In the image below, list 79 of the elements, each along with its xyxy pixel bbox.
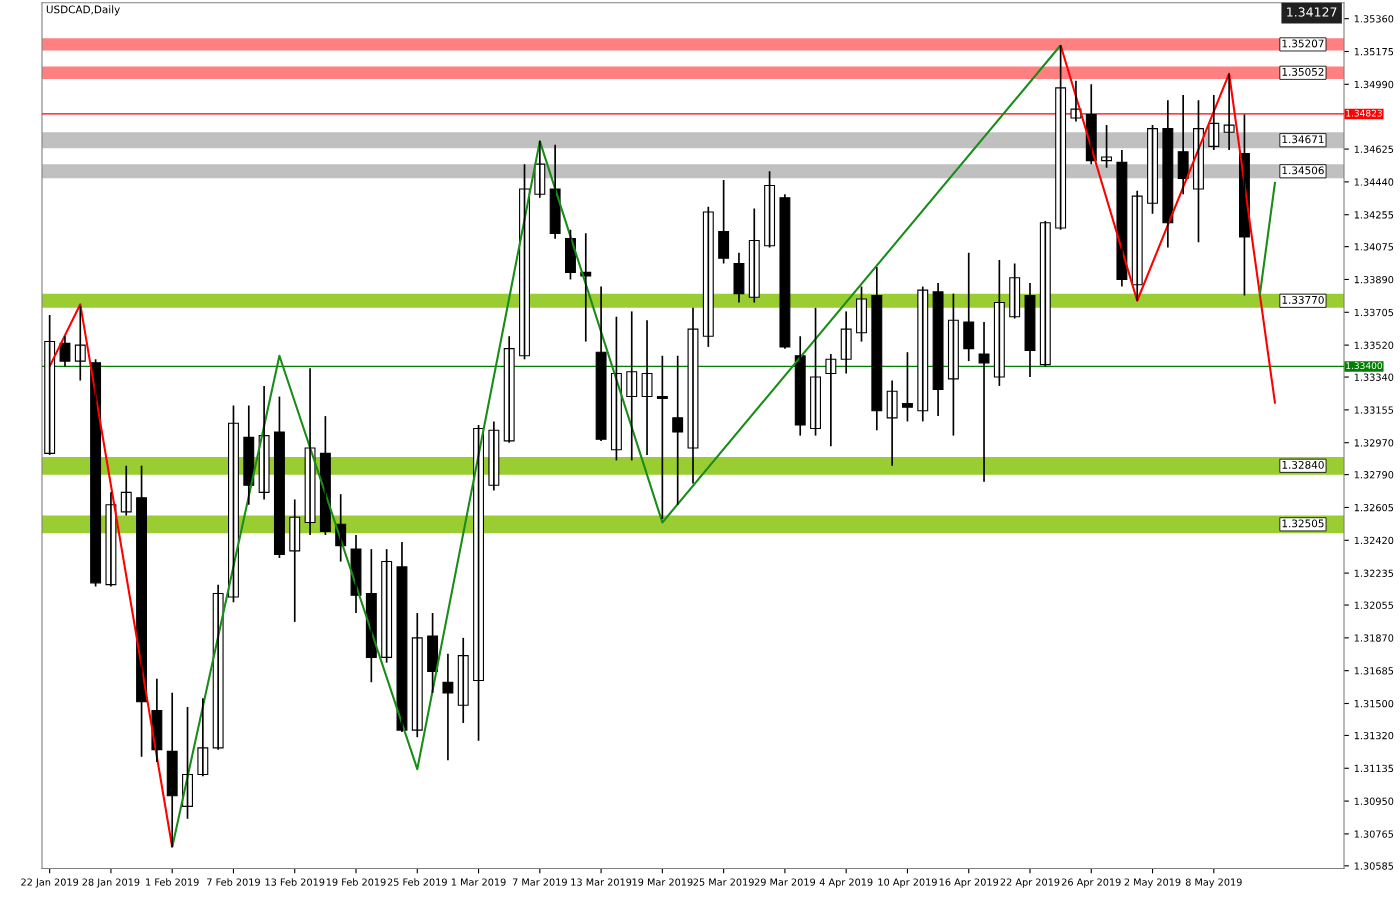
- x-tick-label: 28 Jan 2019: [82, 878, 140, 888]
- band-label: 1.34671: [1282, 135, 1324, 144]
- x-tick-label: 26 Apr 2019: [1061, 878, 1121, 888]
- x-tick-label: 13 Mar 2019: [571, 878, 632, 886]
- y-tick-label: 1.35175: [1354, 47, 1394, 56]
- y-tick-label: 1.33340: [1354, 373, 1394, 381]
- candlestick: [273, 395, 285, 559]
- band-label: 1.34506: [1282, 166, 1324, 175]
- x-tick-label: 19 Mar 2019: [632, 878, 693, 886]
- candlestick: [764, 170, 776, 249]
- band-label: 1.32840: [1282, 460, 1324, 469]
- x-tick-label: 19 Feb 2019: [326, 878, 386, 886]
- candlestick: [381, 548, 393, 664]
- y-tick-label: 1.34255: [1354, 211, 1394, 219]
- ref-line-label: 1.33400: [1346, 362, 1383, 370]
- y-tick-label: 1.34990: [1354, 80, 1394, 89]
- x-tick-label: 25 Feb 2019: [387, 878, 447, 886]
- y-tick-label: 1.31135: [1354, 764, 1394, 773]
- y-tick-label: 1.30950: [1354, 797, 1394, 805]
- x-tick-label: 29 Mar 2019: [754, 878, 816, 886]
- x-tick-label: 7 Feb 2019: [207, 878, 260, 886]
- candlestick: [1147, 124, 1158, 215]
- x-tick-label: 22 Apr 2019: [1000, 878, 1060, 888]
- candlestick: [993, 259, 1005, 387]
- candlestick: [810, 307, 821, 437]
- band-label: 1.35052: [1282, 67, 1324, 76]
- annotation: 1.34127: [1287, 7, 1337, 17]
- y-tick-label: 1.32055: [1354, 601, 1394, 609]
- candlestick: [1223, 72, 1235, 151]
- y-tick-label: 1.31500: [1354, 699, 1394, 708]
- x-tick-label: 4 Apr 2019: [819, 878, 873, 888]
- y-tick-label: 1.30585: [1354, 862, 1394, 870]
- x-tick-label: 13 Feb 2019: [265, 878, 325, 886]
- x-tick-label: 2 May 2019: [1124, 878, 1181, 888]
- x-tick-label: 16 Apr 2019: [939, 878, 999, 888]
- y-tick-label: 1.32605: [1354, 503, 1394, 512]
- y-tick-label: 1.32790: [1354, 471, 1394, 479]
- y-tick-label: 1.33705: [1354, 308, 1394, 317]
- y-tick-label: 1.32970: [1354, 439, 1394, 447]
- x-tick-label: 8 May 2019: [1185, 878, 1242, 888]
- y-tick-label: 1.33520: [1354, 341, 1394, 349]
- y-tick-label: 1.34440: [1354, 178, 1394, 186]
- y-tick-label: 1.33155: [1354, 406, 1394, 414]
- candlestick: [856, 285, 867, 343]
- y-tick-label: 1.31685: [1354, 667, 1394, 675]
- ref-line-label: 1.34823: [1346, 109, 1382, 117]
- y-tick-label: 1.34075: [1354, 243, 1394, 251]
- chart-title: USDCAD,Daily: [46, 5, 120, 16]
- candlestick: [947, 292, 959, 437]
- candlestick: [978, 321, 990, 483]
- band-label: 1.33770: [1282, 295, 1324, 304]
- candlestick: [396, 541, 408, 733]
- x-tick-label: 7 Mar 2019: [512, 878, 567, 886]
- line-series: [171, 44, 1062, 849]
- x-tick-label: 22 Jan 2019: [21, 878, 79, 888]
- band-label: 1.35207: [1282, 39, 1324, 48]
- y-tick-label: 1.34625: [1354, 145, 1394, 153]
- candlestick: [901, 351, 913, 423]
- y-tick-label: 1.30765: [1354, 830, 1394, 838]
- candlestick: [733, 252, 745, 304]
- candlestick: [44, 314, 56, 456]
- candlestick: [1101, 124, 1113, 169]
- candlestick: [1055, 44, 1067, 231]
- x-tick-label: 1 Feb 2019: [146, 878, 199, 886]
- y-tick-label: 1.35360: [1354, 15, 1394, 23]
- candlestick: [687, 307, 699, 485]
- y-tick-label: 1.31320: [1354, 731, 1394, 740]
- candlestick: [641, 319, 653, 456]
- candlestick: [656, 354, 668, 520]
- x-tick-label: 10 Apr 2019: [878, 878, 937, 888]
- y-tick-label: 1.31870: [1354, 634, 1394, 642]
- y-tick-label: 1.32235: [1354, 569, 1394, 577]
- x-tick-label: 1 Mar 2019: [451, 878, 506, 886]
- band-label: 1.32505: [1282, 519, 1324, 528]
- candlestick: [718, 179, 730, 265]
- y-tick-label: 1.32420: [1354, 536, 1394, 545]
- candlestick: [1024, 282, 1036, 378]
- x-tick-label: 25 Mar 2019: [693, 878, 754, 886]
- y-tick-label: 1.33890: [1354, 275, 1394, 284]
